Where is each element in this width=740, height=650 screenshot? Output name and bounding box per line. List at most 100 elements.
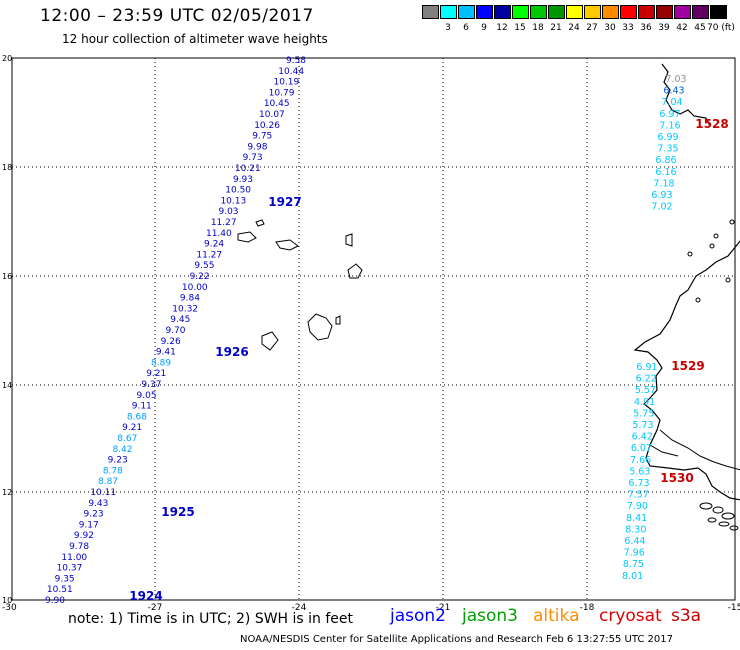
map-title: 12:00 – 23:59 UTC 02/05/2017 <box>40 6 314 26</box>
legend-swatch <box>620 5 637 19</box>
swh-value-east: 6.73 <box>628 478 649 489</box>
pass-time-label: 1924 <box>129 589 162 603</box>
swh-value-east: 8.30 <box>625 524 646 535</box>
swh-value-east: 5.57 <box>635 385 656 396</box>
swh-value: 10.13 <box>220 196 246 206</box>
swh-value-east: 6.43 <box>663 86 684 97</box>
inland-lake <box>729 219 735 225</box>
lon-tick-label: -21 <box>436 603 451 613</box>
swh-value: 10.79 <box>269 88 295 98</box>
legend-swatch <box>548 5 565 19</box>
swh-value: 9.17 <box>79 520 99 530</box>
swh-value: 10.21 <box>235 164 261 174</box>
swh-value: 8.42 <box>112 445 132 455</box>
coastal-island <box>707 517 717 523</box>
swh-value-east: 6.86 <box>655 155 676 166</box>
legend-label: 30 <box>604 23 616 33</box>
swh-value: 8.89 <box>151 358 171 368</box>
lon-tick-label: -30 <box>2 603 17 613</box>
swh-value-east: 6.07 <box>631 443 652 454</box>
swh-value: 8.78 <box>103 466 123 476</box>
legend-label: 33 <box>622 23 634 33</box>
swh-value: 9.03 <box>218 207 238 217</box>
swh-value-east: 8.75 <box>623 559 644 570</box>
swh-value: 9.70 <box>165 326 185 336</box>
swh-value: 9.78 <box>69 542 89 552</box>
lon-tick-label: -18 <box>580 603 595 613</box>
inland-lake <box>725 277 731 283</box>
island-santiago <box>307 313 333 341</box>
island-sao-vicente <box>255 219 265 227</box>
inland-lake <box>709 243 715 249</box>
legend-swatch <box>674 5 691 19</box>
island-fogo <box>261 331 279 351</box>
swh-value: 11.00 <box>61 553 87 563</box>
swh-value: 9.43 <box>88 499 108 509</box>
swh-value: 11.27 <box>211 218 237 228</box>
legend-label: 27 <box>586 23 598 33</box>
swh-value-east: 7.04 <box>661 97 682 108</box>
coastal-island <box>718 521 730 527</box>
swh-value-east: 7.66 <box>630 455 651 466</box>
legend-label: 70 (ft) <box>707 23 735 33</box>
island-santo-antao <box>237 231 257 243</box>
pass-time-label: 1927 <box>268 195 301 209</box>
legend-label: 45 <box>694 23 706 33</box>
swh-value: 9.75 <box>252 132 272 142</box>
legend-swatch <box>710 5 727 19</box>
legend-label: 3 <box>445 23 451 33</box>
swh-value: 10.44 <box>278 67 304 77</box>
swh-value: 10.19 <box>273 78 299 88</box>
legend-swatch <box>584 5 601 19</box>
legend-label: 24 <box>568 23 580 33</box>
map-subtitle: 12 hour collection of altimeter wave hei… <box>62 32 328 46</box>
units-note: note: 1) Time is in UTC; 2) SWH is in fe… <box>68 611 354 627</box>
swh-value-east: 6.93 <box>651 190 672 201</box>
swh-value: 9.21 <box>146 369 166 379</box>
swh-value-east: 6.42 <box>632 432 653 443</box>
swh-value: 10.26 <box>254 121 280 131</box>
swh-value: 9.05 <box>137 391 157 401</box>
lat-tick-label: 14 <box>2 381 12 390</box>
legend-swatch <box>566 5 583 19</box>
lat-tick-label: 12 <box>2 488 12 497</box>
footer-credit: NOAA/NESDIS Center for Satellite Applica… <box>240 634 673 645</box>
pass-time-label: 1926 <box>215 345 248 359</box>
coastline-north <box>661 63 711 127</box>
swh-value: 9.24 <box>204 240 224 250</box>
swh-value-east: 6.99 <box>657 132 678 143</box>
satellite-cryosat: cryosat <box>599 606 662 626</box>
lat-tick-label: 10 <box>2 596 12 605</box>
gambia-river <box>659 429 740 471</box>
swh-value-east: 5.75 <box>633 408 654 419</box>
island-boa-vista <box>347 263 363 279</box>
swh-value: 8.87 <box>98 477 118 487</box>
swh-value-east: 7.03 <box>665 74 686 85</box>
swh-value: 10.32 <box>172 304 198 314</box>
legend-swatch <box>440 5 457 19</box>
lon-tick-label: -27 <box>148 603 163 613</box>
inland-lake <box>687 251 693 257</box>
swh-value-east: 7.57 <box>628 490 649 501</box>
swh-value-east: 7.96 <box>624 548 645 559</box>
lon-tick-label: -24 <box>292 603 307 613</box>
legend-swatch <box>422 5 439 19</box>
pass-time-label: 1528 <box>695 117 728 131</box>
satellite-jason2: jason2 <box>390 606 446 626</box>
swh-value-east: 6.16 <box>655 167 676 178</box>
swh-value-east: 7.16 <box>659 120 680 131</box>
swh-value-east: 5.73 <box>632 420 653 431</box>
satellite-jason3: jason3 <box>462 606 518 626</box>
coastal-island <box>721 512 735 520</box>
swh-value: 10.37 <box>57 564 83 574</box>
island-sao-nicolau <box>275 239 299 251</box>
pass-time-label: 1529 <box>671 359 704 373</box>
pass-time-label: 1530 <box>660 471 693 485</box>
swh-value: 9.90 <box>45 596 65 606</box>
swh-value: 9.22 <box>190 272 210 282</box>
legend-label: 9 <box>481 23 487 33</box>
coastal-island <box>712 506 724 514</box>
pass-time-label: 1925 <box>161 505 194 519</box>
swh-value: 10.50 <box>225 186 251 196</box>
